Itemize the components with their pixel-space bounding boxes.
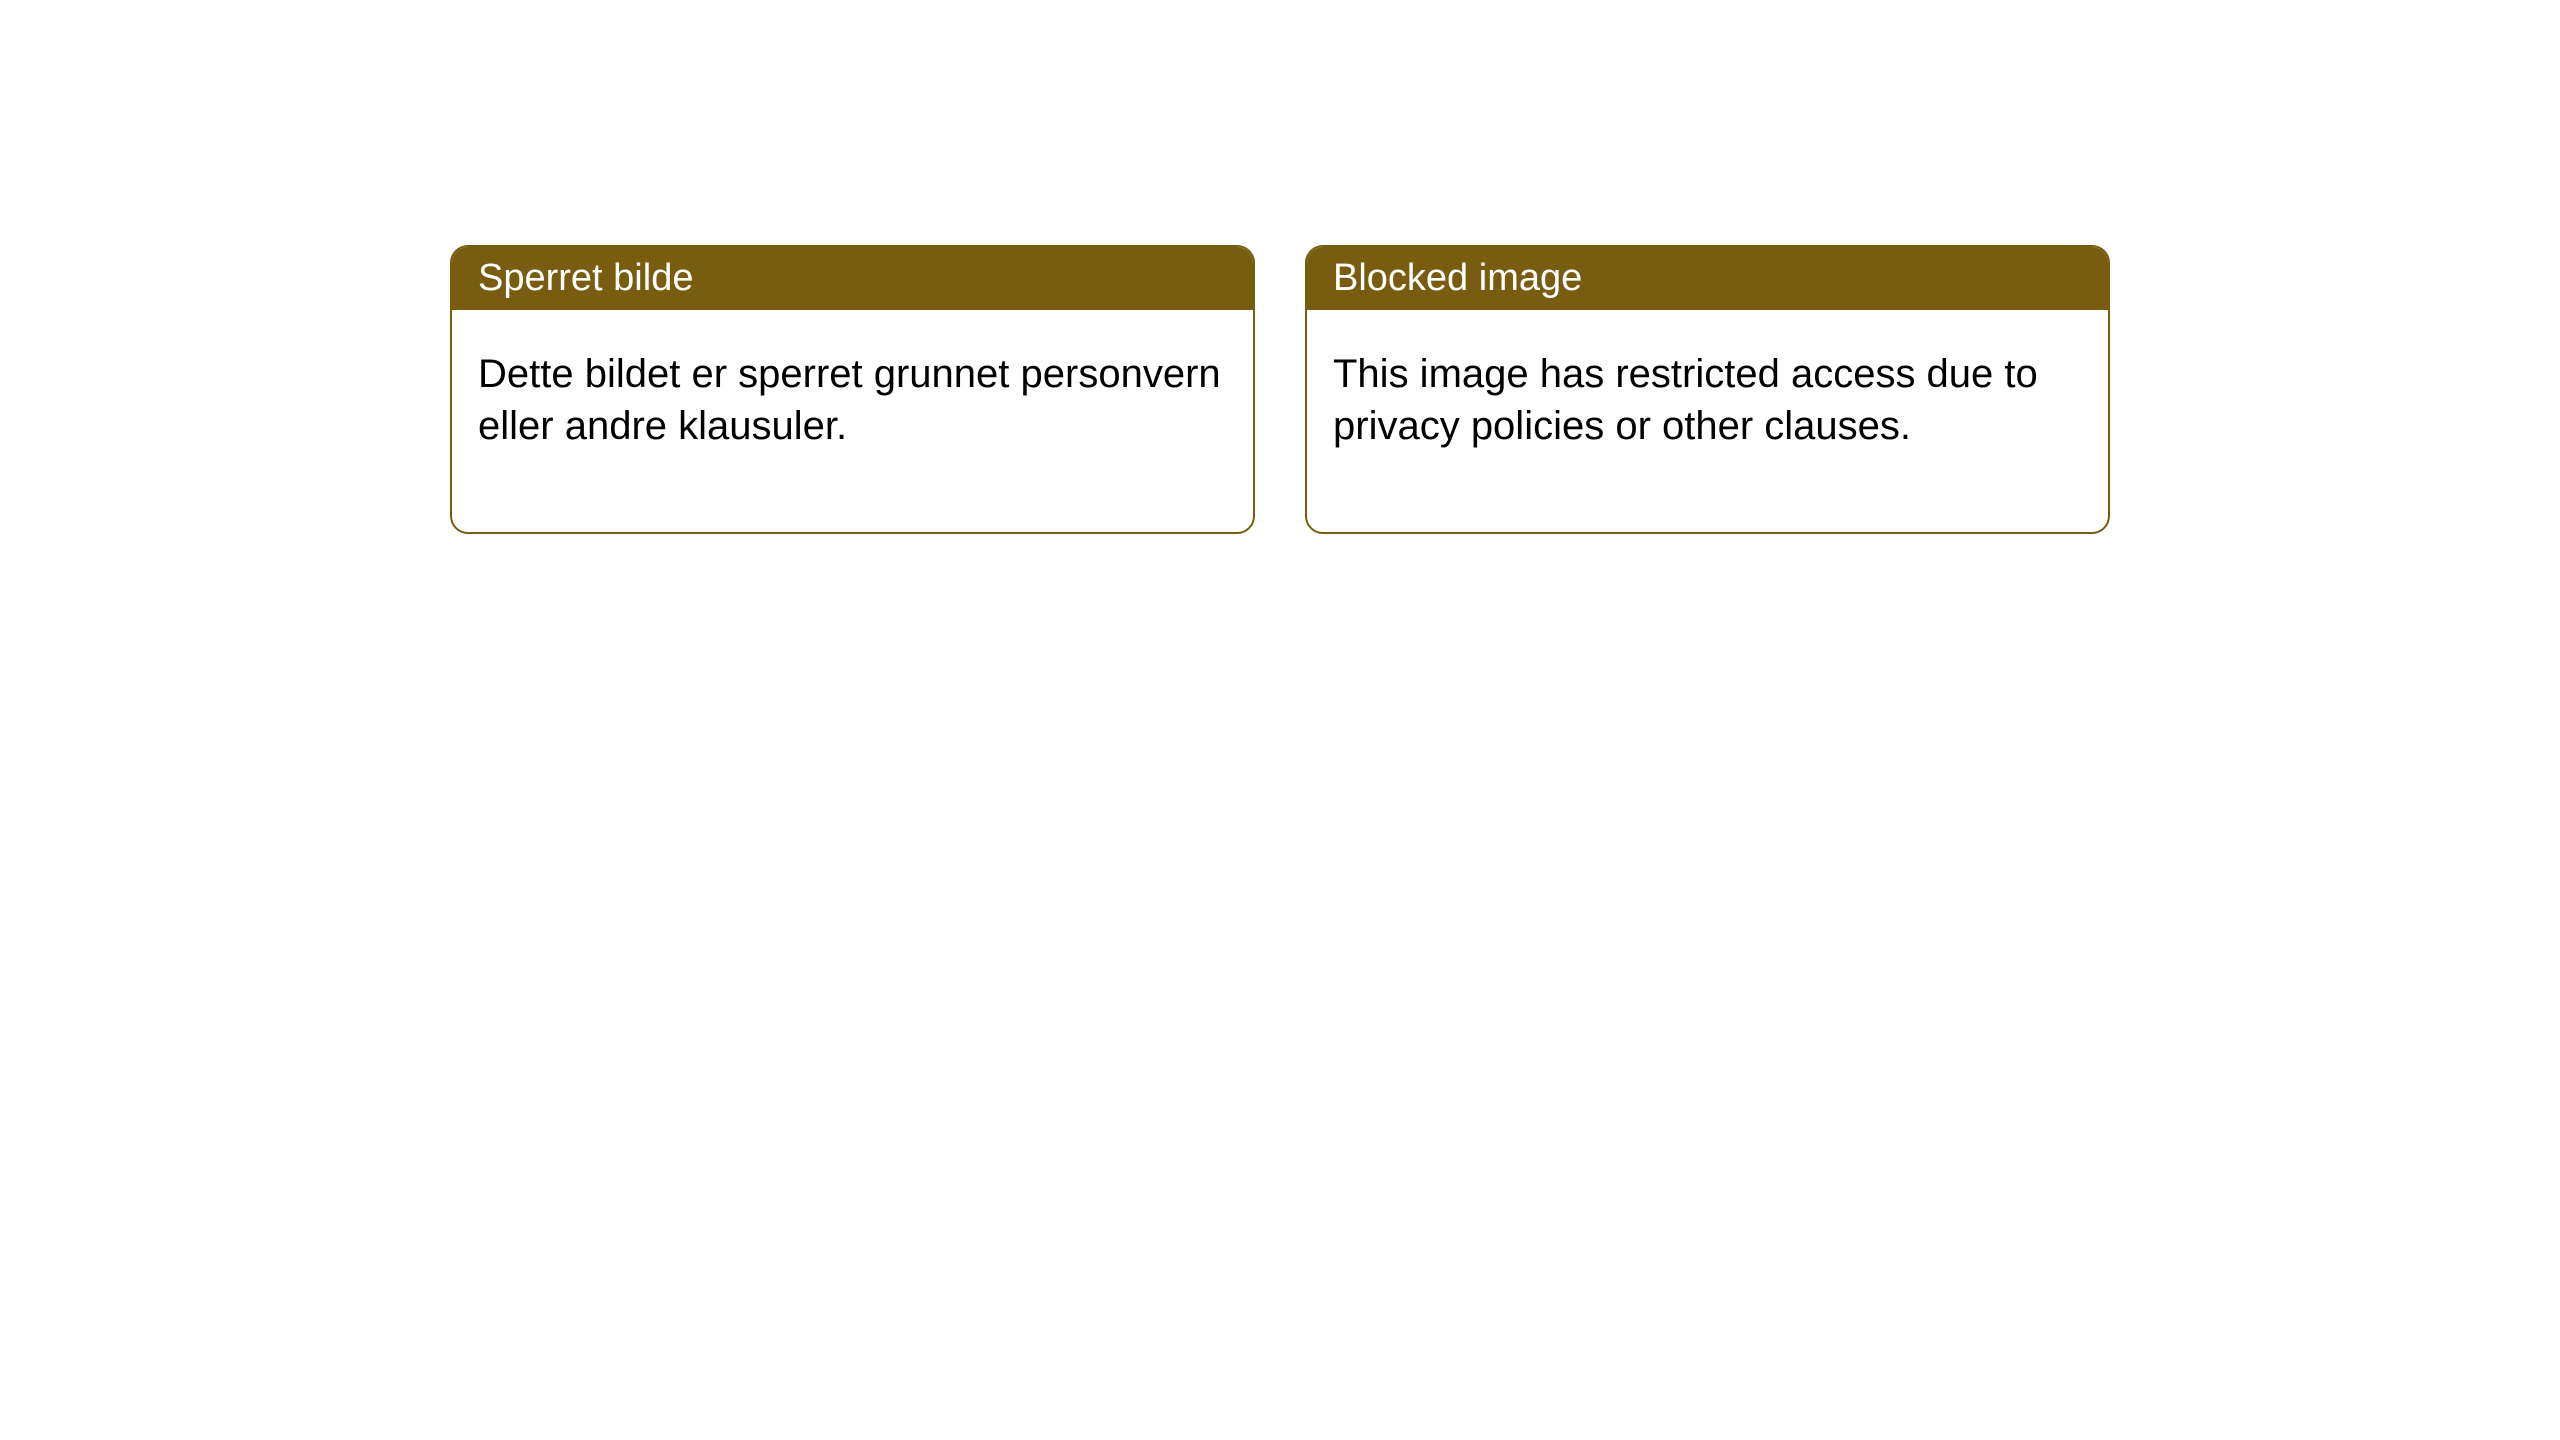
card-body-norwegian: Dette bildet er sperret grunnet personve… (452, 310, 1253, 532)
card-header-english: Blocked image (1307, 247, 2108, 310)
blocked-image-card-norwegian: Sperret bilde Dette bildet er sperret gr… (450, 245, 1255, 534)
card-body-english: This image has restricted access due to … (1307, 310, 2108, 532)
blocked-image-card-english: Blocked image This image has restricted … (1305, 245, 2110, 534)
card-header-norwegian: Sperret bilde (452, 247, 1253, 310)
message-cards-container: Sperret bilde Dette bildet er sperret gr… (0, 0, 2560, 534)
